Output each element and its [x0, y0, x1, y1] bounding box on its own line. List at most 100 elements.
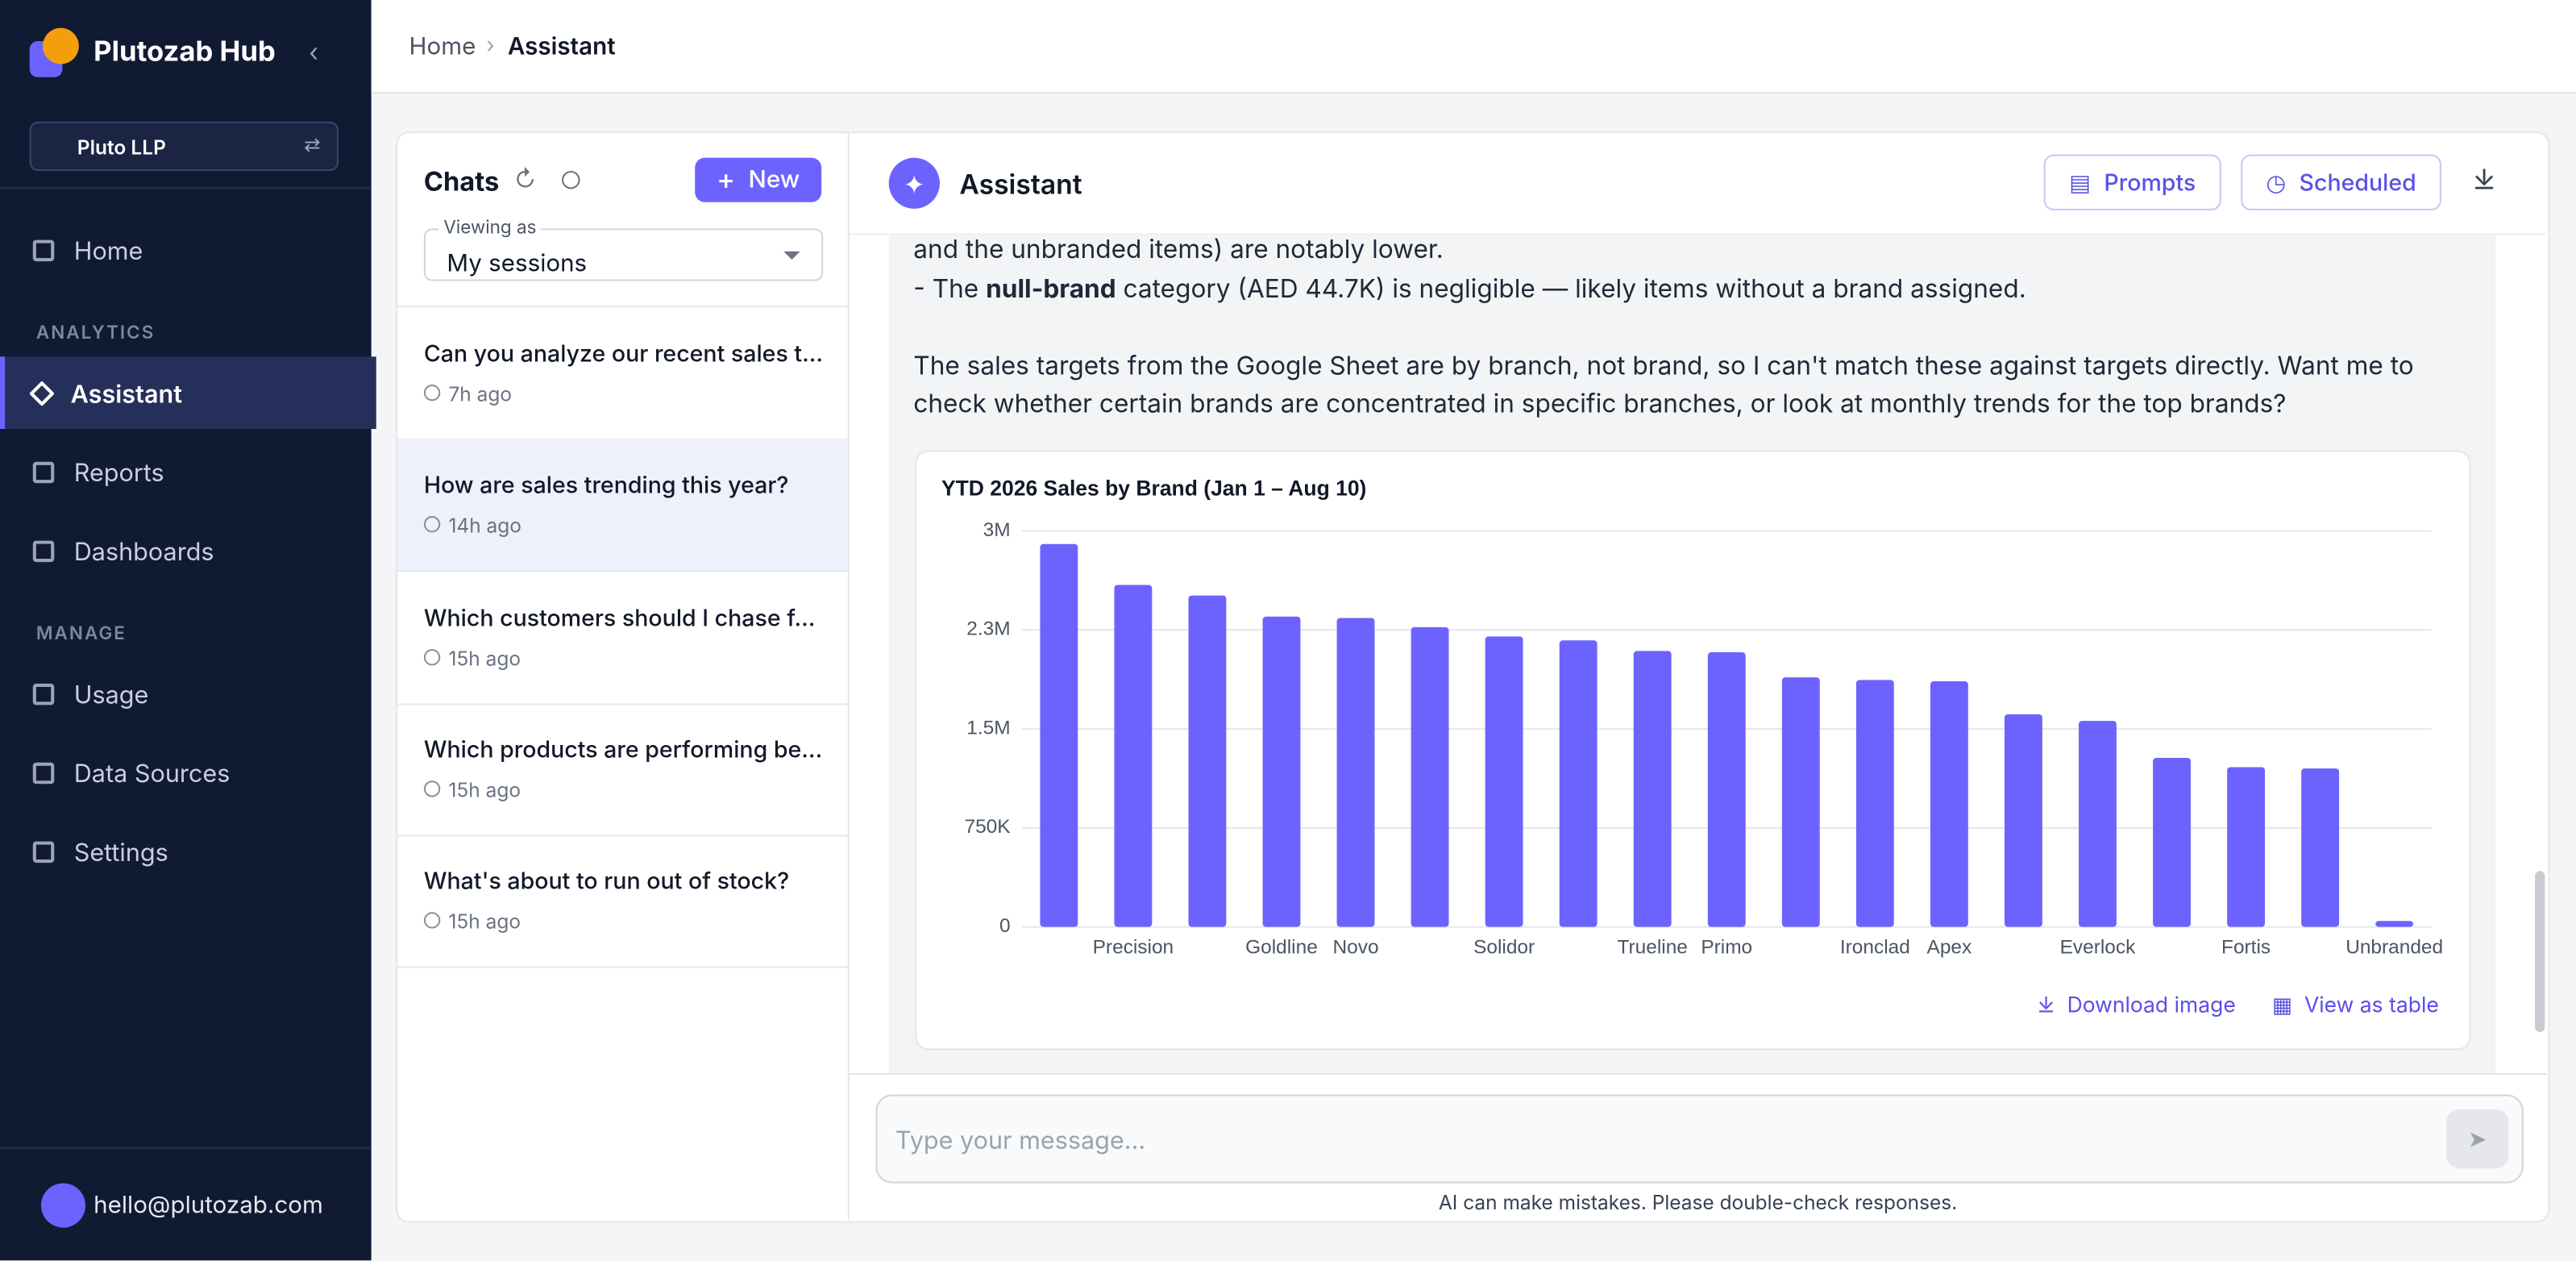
y-tick-label: 3M — [983, 519, 1011, 541]
nav-item[interactable]: Usage — [0, 657, 372, 730]
link-label: Download image — [2067, 993, 2236, 1019]
nav-item[interactable]: Assistant — [0, 356, 376, 429]
org-switch[interactable]: Pluto LLP ⇄ — [29, 121, 339, 171]
bar — [1262, 616, 1301, 927]
divider — [849, 233, 2547, 235]
y-tick-label: 750K — [964, 816, 1011, 838]
y-tick-label: 2.3M — [966, 618, 1010, 640]
nav-label: Settings — [73, 835, 168, 868]
logo-dot — [42, 27, 79, 65]
section-label: MANAGE — [35, 621, 127, 645]
message-input[interactable]: Type your message... ➤ — [875, 1094, 2524, 1184]
chat-title: Can you analyze our recent sales t... — [423, 339, 824, 368]
bar — [2079, 721, 2117, 927]
x-tick-label: Ironclad — [1840, 937, 1910, 959]
view-as-table[interactable]: ▦ View as table — [2271, 993, 2439, 1019]
bar — [1781, 677, 1820, 927]
divider — [847, 133, 850, 1220]
swap-icon: ⇄ — [304, 131, 321, 156]
select-value: My sessions — [447, 249, 588, 278]
bar — [1930, 681, 1968, 927]
new-chat-button[interactable]: + New — [695, 157, 822, 202]
bar — [1336, 618, 1375, 927]
export-icon[interactable]: ⤓ — [2472, 164, 2496, 198]
bar — [1040, 543, 1078, 927]
nav-label: Home — [73, 234, 143, 266]
chat-item[interactable]: How are sales trending this year? 14h ago — [397, 439, 848, 572]
y-tick-label: 1.5M — [966, 717, 1010, 739]
placeholder: Type your message... — [895, 1124, 1146, 1155]
send-button[interactable]: ➤ — [2446, 1109, 2509, 1169]
collapse[interactable]: ‹ — [309, 35, 318, 68]
nav-item[interactable]: Data Sources — [0, 736, 372, 809]
nav-item[interactable]: Reports — [0, 435, 372, 508]
x-tick-label: Novo — [1332, 937, 1378, 959]
viewing-select[interactable]: My sessions — [423, 228, 824, 281]
nav-item[interactable]: Dashboards — [0, 514, 372, 587]
nav-label: Usage — [73, 677, 149, 710]
x-tick-label: Apex — [1927, 937, 1972, 959]
nav-item[interactable]: Home — [0, 214, 372, 286]
user-email: hello@plutozab.com — [93, 1191, 323, 1220]
link-label: View as table — [2304, 993, 2439, 1019]
nav-label: Dashboards — [73, 535, 214, 567]
bar — [1559, 640, 1598, 927]
clock-icon — [423, 912, 441, 930]
scheduled-button[interactable]: ◷ Scheduled — [2241, 154, 2441, 210]
button-label: Prompts — [2104, 168, 2196, 197]
download-image[interactable]: ⤓ Download image — [2037, 993, 2236, 1019]
chart-card — [915, 450, 2471, 1051]
bar — [2375, 921, 2414, 927]
text: - The — [913, 272, 987, 304]
bar — [1633, 651, 1672, 927]
select-label: Viewing as — [438, 215, 542, 239]
breadcrumb-sep: › — [486, 32, 495, 60]
bar — [2004, 714, 2042, 927]
button-label: New — [748, 165, 800, 194]
bar — [2301, 768, 2340, 927]
disclaimer: AI can make mistakes. Please double-chec… — [1438, 1189, 1958, 1215]
bold-text: null-brand — [986, 272, 1116, 304]
text: category (AED 44.7K) is negligible — lik… — [1116, 272, 2026, 304]
prompts-button[interactable]: ▤ Prompts — [2043, 154, 2221, 210]
breadcrumb-link[interactable]: Home — [409, 32, 476, 61]
chat-item[interactable]: What's about to run out of stock? 15h ago — [397, 835, 848, 968]
sidebar: Plutozab Hub ‹ Pluto LLP ⇄ Home ANALYTIC… — [0, 0, 376, 1261]
refresh-icon[interactable]: ↻ — [513, 165, 537, 194]
clock-icon — [423, 648, 441, 665]
x-tick-label: Unbranded — [2345, 937, 2443, 959]
chart: YTD 2026 Sales by Brand (Jan 1 – Aug 10)… — [941, 476, 2443, 959]
breadcrumb-current: Assistant — [507, 32, 616, 61]
message-line: - The null-brand category (AED 44.7K) is… — [913, 268, 2458, 307]
bar — [1114, 585, 1153, 927]
chat-time: 15h ago — [448, 909, 521, 934]
chat-item[interactable]: Which customers should I chase f... 15h a… — [397, 572, 848, 705]
x-tick-label: Fortis — [2221, 937, 2271, 959]
clock-icon — [423, 516, 441, 534]
chat-title: What's about to run out of stock? — [423, 868, 790, 897]
brand: Plutozab Hub — [93, 35, 276, 69]
y-tick-label: 0 — [999, 915, 1011, 937]
avatar[interactable] — [40, 1183, 85, 1228]
chat-item[interactable]: Which products are performing be... 15h a… — [397, 703, 848, 837]
divider — [0, 1147, 372, 1149]
chat-time: 7h ago — [448, 381, 513, 406]
x-tick-label: Primo — [1701, 937, 1752, 959]
message-line: and the unbranded items) are notably low… — [913, 233, 1444, 265]
chats-title: Chats — [423, 164, 500, 198]
chat-title: Which products are performing be... — [423, 735, 823, 764]
scrollbar[interactable] — [2535, 871, 2545, 1033]
chat-time: 15h ago — [448, 645, 521, 670]
org-name: Pluto LLP — [77, 135, 166, 160]
chat-item[interactable]: Can you analyze our recent sales t... 7h … — [397, 307, 848, 441]
x-tick-label: Goldline — [1245, 937, 1318, 959]
button-label: Scheduled — [2299, 168, 2416, 197]
nav-item[interactable]: Settings — [0, 815, 372, 888]
nav-label: Assistant — [70, 377, 183, 409]
bar — [1707, 652, 1746, 927]
assistant-icon: ✦ — [888, 157, 940, 209]
divider — [397, 306, 848, 308]
bar — [1855, 680, 1894, 927]
search-icon[interactable] — [562, 170, 580, 189]
